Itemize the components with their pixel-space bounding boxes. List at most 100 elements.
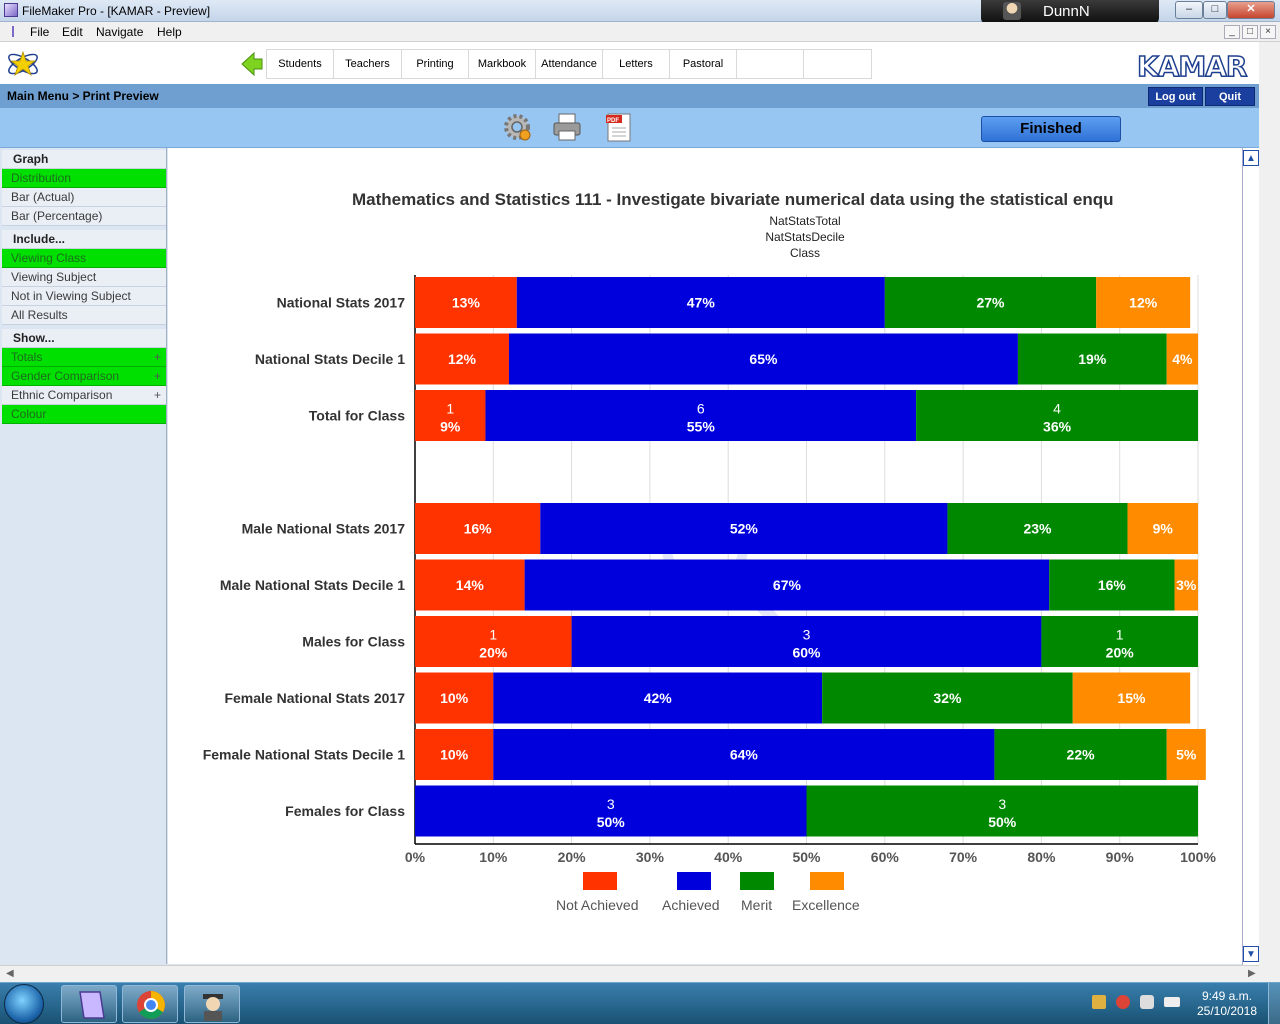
windows-taskbar: 9:49 a.m. 25/10/2018	[0, 982, 1280, 1024]
sidebar-item-distribution[interactable]: Distribution	[2, 169, 166, 188]
tab-pastoral[interactable]: Pastoral	[670, 50, 737, 78]
sidebar-item-bar-actual[interactable]: Bar (Actual)	[2, 188, 166, 207]
taskbar-filemaker[interactable]	[61, 985, 117, 1023]
module-tabs: Students Teachers Printing Markbook Atte…	[266, 49, 872, 79]
tab-teachers[interactable]: Teachers	[334, 50, 402, 78]
user-avatar-icon	[1003, 2, 1021, 20]
legend-label: Not Achieved	[556, 897, 639, 913]
document-icon	[12, 26, 20, 37]
start-button[interactable]	[4, 984, 44, 1024]
clock-date: 25/10/2018	[1196, 1004, 1258, 1018]
back-arrow-icon[interactable]	[240, 49, 264, 79]
menu-file[interactable]: File	[30, 25, 50, 39]
taskbar-clock[interactable]: 9:49 a.m. 25/10/2018	[1192, 989, 1262, 1019]
user-badge: DunnN	[981, 0, 1159, 24]
expand-plus-icon[interactable]: +	[153, 369, 161, 383]
tab-students[interactable]: Students	[267, 50, 334, 78]
legend-label: Merit	[741, 897, 773, 913]
taskbar-chrome[interactable]	[122, 985, 178, 1023]
expand-plus-icon[interactable]: +	[153, 388, 161, 402]
tab-empty-2[interactable]	[804, 50, 871, 78]
doc-restore-button[interactable]: □	[1242, 25, 1258, 39]
taskbar-kamar-user[interactable]	[184, 985, 240, 1023]
menu-navigate[interactable]: Navigate	[96, 25, 144, 39]
sidebar-item-label: Distribution	[11, 171, 72, 185]
scroll-left-icon[interactable]: ◀	[6, 968, 14, 979]
sidebar-item-label: Bar (Percentage)	[11, 209, 103, 223]
sidebar-item-all-results[interactable]: All Results	[2, 306, 166, 325]
sidebar-item-label: Gender Comparison	[11, 369, 120, 383]
tray-user-icon[interactable]	[1140, 995, 1154, 1009]
breadcrumb-bar: Main Menu > Print Preview	[0, 84, 1280, 108]
finished-button[interactable]: Finished	[981, 116, 1121, 142]
menu-edit[interactable]: Edit	[62, 25, 83, 39]
scroll-down-icon[interactable]: ▼	[1243, 946, 1259, 962]
kamar-logo: KAMAR	[1136, 49, 1248, 84]
options-sidebar: Graph Distribution Bar (Actual) Bar (Per…	[0, 148, 167, 964]
legend-swatch	[677, 872, 711, 890]
tab-printing[interactable]: Printing	[402, 50, 469, 78]
chart-subtitle-2: NatStatsDecile	[765, 230, 845, 244]
doc-close-button[interactable]: ×	[1260, 25, 1276, 39]
quit-button[interactable]: Quit	[1205, 87, 1255, 106]
sidebar-item-totals[interactable]: Totals +	[2, 348, 166, 367]
sidebar-item-label: Bar (Actual)	[11, 190, 75, 204]
print-preview-area	[168, 148, 1242, 964]
chart-title: Mathematics and Statistics 111 - Investi…	[352, 190, 1114, 209]
tab-letters[interactable]: Letters	[603, 50, 670, 78]
kamar-atom-logo-icon[interactable]	[4, 46, 42, 82]
legend-label: Excellence	[792, 897, 860, 913]
legend-swatch	[583, 872, 617, 890]
minimize-button[interactable]: –	[1175, 1, 1203, 19]
scroll-right-icon[interactable]: ▶	[1248, 968, 1256, 979]
menu-help[interactable]: Help	[157, 25, 182, 39]
sidebar-item-label: All Results	[11, 308, 68, 322]
sidebar-heading-show: Show...	[2, 329, 166, 348]
sidebar-item-gender-comparison[interactable]: Gender Comparison +	[2, 367, 166, 386]
sidebar-item-label: Not in Viewing Subject	[11, 289, 131, 303]
tray-chrome-icon[interactable]	[1116, 995, 1130, 1009]
scroll-up-icon[interactable]: ▲	[1243, 150, 1259, 166]
breadcrumb: Main Menu > Print Preview	[7, 89, 159, 103]
tab-empty-1[interactable]	[737, 50, 804, 78]
horizontal-scrollbar[interactable]: ◀ ▶	[0, 965, 1259, 982]
system-tray	[1088, 993, 1184, 1013]
legend-swatch	[740, 872, 774, 890]
expand-plus-icon[interactable]: +	[153, 350, 161, 364]
sidebar-item-not-in-viewing-subject[interactable]: Not in Viewing Subject	[2, 287, 166, 306]
tab-markbook[interactable]: Markbook	[469, 50, 536, 78]
filemaker-app-icon	[4, 3, 18, 17]
sidebar-item-label: Viewing Class	[11, 251, 87, 265]
sidebar-item-colour[interactable]: Colour	[2, 405, 166, 424]
window-right-edge	[1259, 42, 1280, 982]
printer-icon[interactable]	[551, 111, 583, 143]
tab-attendance[interactable]: Attendance	[536, 50, 603, 78]
sidebar-heading-include: Include...	[2, 230, 166, 249]
window-title-bar: FileMaker Pro - [KAMAR - Preview] DunnN …	[0, 0, 1280, 24]
sidebar-item-viewing-class[interactable]: Viewing Class	[2, 249, 166, 268]
sidebar-item-viewing-subject[interactable]: Viewing Subject	[2, 268, 166, 287]
show-desktop-button[interactable]	[1268, 983, 1280, 1024]
sidebar-item-label: Colour	[11, 407, 47, 421]
sidebar-item-ethnic-comparison[interactable]: Ethnic Comparison +	[2, 386, 166, 405]
maximize-button[interactable]: □	[1203, 1, 1227, 19]
network-icon[interactable]	[1164, 997, 1180, 1007]
legend-swatch	[810, 872, 844, 890]
close-window-button[interactable]: ✕	[1227, 1, 1275, 19]
logout-button[interactable]: Log out	[1148, 87, 1203, 106]
legend-label: Achieved	[662, 897, 720, 913]
chrome-icon	[137, 991, 165, 1019]
user-name: DunnN	[1043, 3, 1090, 20]
vertical-scrollbar[interactable]: ▲ ▼	[1242, 148, 1259, 965]
gear-icon[interactable]	[501, 111, 533, 143]
doc-minimize-button[interactable]: _	[1224, 25, 1240, 39]
sidebar-item-label: Totals	[11, 350, 43, 364]
sidebar-item-bar-percentage[interactable]: Bar (Percentage)	[2, 207, 166, 226]
kamar-user-icon	[203, 994, 223, 1021]
pdf-icon[interactable]: PDF	[603, 111, 635, 143]
tray-app-icon[interactable]	[1092, 995, 1106, 1009]
chart-subtitle-3: Class	[789, 246, 820, 260]
clock-time: 9:49 a.m.	[1201, 989, 1253, 1003]
chart-subtitle-1: NatStatsTotal	[769, 214, 841, 228]
sidebar-item-label: Viewing Subject	[11, 270, 97, 284]
